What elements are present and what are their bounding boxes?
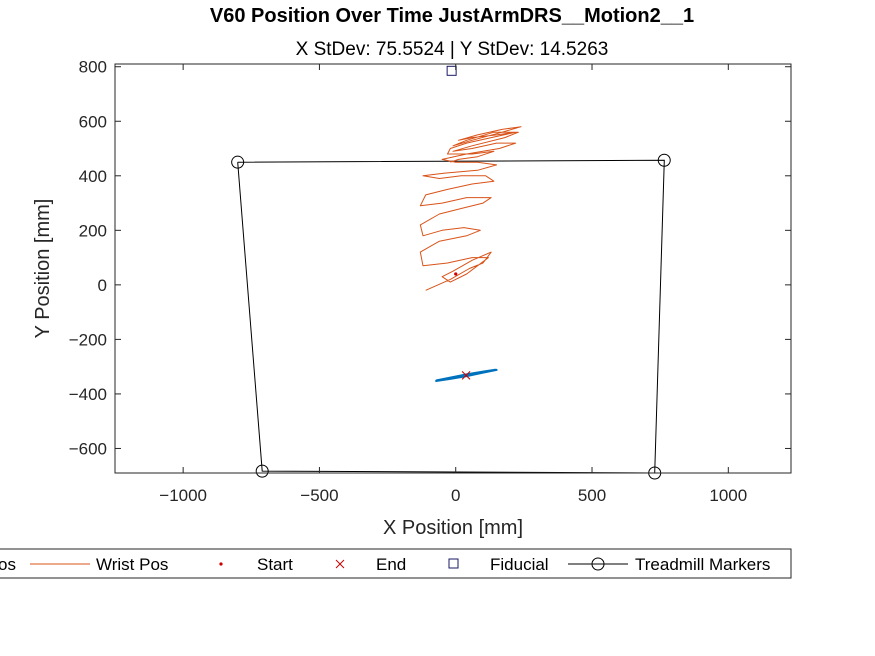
chart-title: V60 Position Over Time JustArmDRS__Motio… [210,5,694,27]
legend-swatch-end [335,559,345,569]
y-tick-label: −400 [69,385,107,404]
legend-label-wrist: Wrist Pos [96,555,168,574]
legend-label-start: Start [257,555,293,574]
y-tick-label: 600 [79,112,107,131]
y-tick-label: 400 [79,167,107,186]
plot-border [114,63,792,474]
treadmill-marker [231,155,245,169]
plot-background [115,64,791,473]
tick-layer: −1000 −500 0 500 1000 −600 −400 −200 0 200 400 600 8… [69,58,791,505]
end-marker [461,371,471,380]
legend-swatch-start [219,562,223,566]
plot-area: −1000 −500 0 500 1000 −600 −400 −200 0 200 400 600 8… [69,58,792,505]
x-axis-label: X Position [mm] [383,517,523,539]
y-tick-label: 200 [79,221,107,240]
legend: os Wrist Pos Start End Fiducial Treadmil… [0,548,792,579]
treadmill-marker [255,464,269,478]
x-tick-label: −1000 [159,486,207,505]
legend-box [0,548,792,579]
legend-label-end: End [376,555,406,574]
x-tick-label: 500 [578,486,606,505]
treadmill-marker [657,153,671,167]
y-tick-label: −600 [69,439,107,458]
series-elbow-pos [435,368,498,383]
x-tick-label: 0 [451,486,460,505]
y-tick-label: 0 [98,276,107,295]
x-tick-label: −500 [300,486,338,505]
chart-subtitle: X StDev: 75.5524 | Y StDev: 14.5263 [296,39,609,60]
y-tick-label: 800 [79,58,107,77]
y-tick-label: −200 [69,330,107,349]
legend-label-elbow: os [0,555,16,574]
legend-label-treadmill: Treadmill Markers [635,555,770,574]
y-axis-label: Y Position [mm] [32,199,54,339]
start-marker [454,272,458,276]
series-wrist-pos [419,126,522,291]
x-tick-label: 1000 [709,486,747,505]
legend-swatch-treadmill [568,557,628,571]
legend-label-fiducial: Fiducial [490,555,549,574]
fiducial-marker [446,65,457,76]
legend-swatch-fiducial [448,558,459,569]
